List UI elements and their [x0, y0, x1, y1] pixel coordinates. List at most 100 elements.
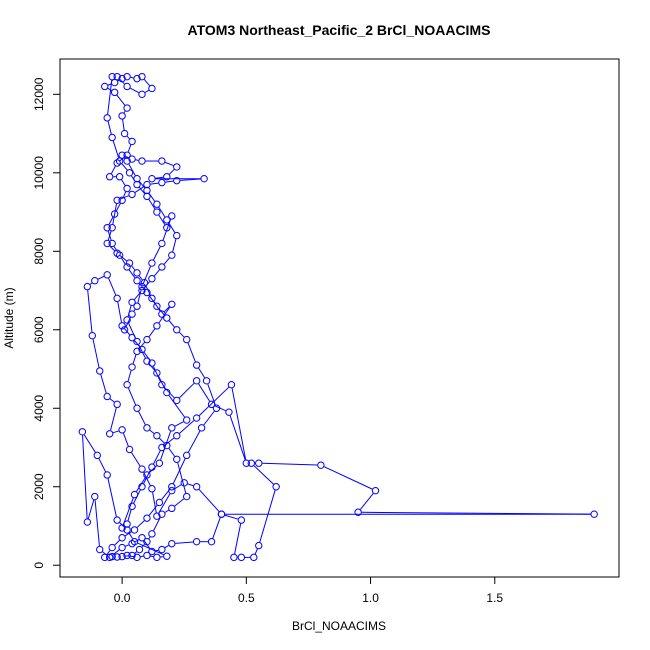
series-segment [164, 306, 170, 312]
series-segment [164, 545, 169, 549]
series-segment [259, 490, 276, 543]
series-segment [175, 541, 194, 544]
x-tick-label: 0.0 [114, 591, 131, 605]
series-segment [165, 180, 174, 183]
series-segment [187, 483, 194, 487]
data-point [255, 459, 263, 467]
series-segment [163, 257, 170, 265]
data-point [128, 551, 136, 560]
data-point [173, 432, 181, 440]
data-point [115, 157, 124, 165]
data-point [78, 428, 87, 436]
data-point [113, 294, 121, 303]
data-point [128, 137, 136, 146]
series-segment [155, 549, 159, 552]
series-segment [174, 421, 184, 427]
data-point [148, 463, 156, 471]
data-point [103, 392, 111, 401]
data-point [250, 553, 258, 562]
data-point [148, 275, 156, 283]
data-point [123, 82, 131, 91]
series-segment [153, 246, 161, 261]
series-segment [136, 477, 146, 492]
series-segment [107, 231, 112, 241]
series-segment [323, 466, 373, 490]
x-axis-label: BrCl_NOAACIMS [292, 619, 386, 633]
data-point [110, 88, 119, 97]
data-point [83, 282, 92, 291]
series-segment [148, 504, 158, 516]
series-segment [128, 387, 137, 406]
data-point [143, 192, 151, 201]
data-point [227, 381, 236, 389]
series-segment [234, 523, 242, 554]
series-segment [123, 191, 127, 198]
series-segment [123, 110, 126, 114]
data-point [91, 492, 99, 501]
data-point [113, 72, 121, 81]
data-point [143, 514, 151, 522]
series-segment [136, 520, 145, 528]
y-axis: 0 2000 4000 6000 8000 10000 12000 [32, 77, 60, 569]
series-segment [207, 383, 216, 406]
data-point [128, 502, 136, 511]
y-axis-label: Altitude (m) [2, 287, 16, 348]
data-point [113, 159, 121, 167]
series-segment [169, 169, 175, 175]
data-point [123, 381, 131, 389]
data-point [91, 277, 99, 285]
series-segment [229, 415, 246, 460]
y-tick-label: 12000 [32, 77, 46, 111]
series-segment [134, 539, 140, 543]
data-point [113, 553, 121, 561]
data-point [108, 552, 116, 561]
data-point [212, 404, 221, 412]
data-point [183, 335, 191, 344]
data-point [148, 174, 156, 183]
series-segment [155, 176, 164, 179]
series-segment [187, 342, 196, 362]
chart-title: ATOM3 Northeast_Pacific_2 BrCl_NOAACIMS [188, 22, 491, 38]
data-point [158, 443, 166, 452]
data-point [128, 155, 136, 163]
data-point [225, 408, 233, 416]
data-point [173, 163, 181, 171]
y-tick-label: 0 [32, 562, 46, 569]
data-point [163, 224, 171, 232]
data-point [230, 553, 238, 562]
data-point [128, 333, 136, 342]
data-point [192, 377, 201, 385]
data-point [118, 74, 126, 83]
series-segment [108, 277, 117, 296]
series-segment [109, 398, 115, 403]
series-segment [231, 388, 247, 460]
series-segment [153, 450, 161, 465]
y-tick-label: 6000 [32, 316, 46, 343]
data-point [168, 539, 176, 548]
data-point [118, 322, 126, 330]
series-segment [174, 484, 182, 490]
series-segment [128, 532, 134, 539]
series-segment [168, 448, 176, 457]
data-point [237, 516, 246, 524]
data-point [217, 510, 226, 518]
data-point [143, 288, 151, 297]
series-segment [128, 163, 136, 176]
data-point [192, 483, 201, 491]
data-point [133, 174, 141, 183]
series-segment [127, 144, 132, 152]
data-point [118, 524, 126, 532]
data-point [115, 251, 124, 259]
data-point [108, 543, 116, 552]
series-segment [98, 458, 107, 472]
series-segment [141, 543, 145, 548]
series-segment [172, 458, 186, 484]
series-segment [150, 182, 159, 185]
series-segment [148, 363, 155, 371]
series-segment [122, 433, 129, 447]
series-segment [130, 76, 134, 79]
data-point [115, 173, 124, 181]
data-point [128, 363, 136, 371]
data-point [207, 400, 216, 409]
